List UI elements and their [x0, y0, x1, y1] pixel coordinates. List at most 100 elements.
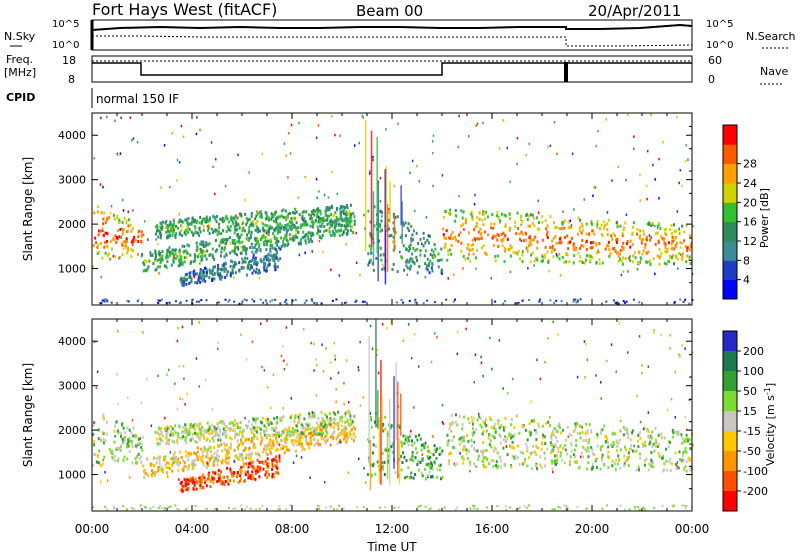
echo-cell — [422, 244, 425, 248]
echo-cell — [193, 220, 195, 224]
echo-cell — [256, 417, 259, 421]
echo-cell — [494, 254, 497, 258]
echo-cell — [273, 212, 276, 216]
echo-cell — [158, 272, 160, 275]
echo-cell — [158, 462, 161, 466]
echo-cell — [449, 208, 452, 212]
colorbar-tick-label: 20 — [743, 196, 757, 209]
echo-cell — [654, 232, 657, 236]
echo-cell — [239, 430, 242, 434]
echo-cell — [455, 413, 457, 417]
echo-cell — [250, 474, 253, 477]
echo-cell — [177, 327, 179, 330]
colorbar-swatch — [723, 351, 737, 372]
echo-cell — [467, 417, 470, 421]
echo-cell — [685, 450, 688, 454]
echo-cell — [582, 455, 584, 459]
echo-cell — [126, 508, 128, 511]
echo-cell — [196, 450, 199, 454]
echo-cell — [557, 506, 560, 508]
echo-cell — [332, 214, 335, 218]
echo-cell — [181, 278, 184, 282]
echo-cell — [529, 213, 532, 217]
echo-cell — [255, 221, 257, 225]
echo-cell — [237, 223, 240, 227]
echo-cell — [612, 443, 615, 446]
echo-cell — [236, 473, 239, 477]
echo-cell — [174, 248, 177, 252]
echo-cell — [136, 455, 138, 459]
echo-cell — [631, 429, 634, 433]
echo-cell — [99, 183, 102, 186]
echo-cell — [552, 470, 554, 474]
echo-cell — [178, 365, 180, 368]
echo-cell — [246, 233, 248, 237]
echo-cell — [209, 457, 212, 461]
echo-cell — [208, 432, 211, 436]
echo-cell — [622, 241, 625, 245]
echo-cell — [274, 226, 277, 230]
echo-cell — [221, 458, 224, 462]
echo-cell — [385, 128, 387, 131]
echo-cell — [168, 225, 171, 229]
echo-cell — [257, 230, 260, 234]
echo-cell — [184, 403, 186, 406]
echo-cell — [267, 218, 270, 222]
echo-cell — [615, 238, 618, 242]
echo-cell — [559, 454, 562, 458]
echo-cell — [599, 446, 602, 449]
echo-cell — [318, 190, 320, 193]
echo-cell — [181, 263, 184, 267]
echo-cell — [201, 425, 203, 429]
echo-cell — [321, 434, 323, 437]
echo-cell — [411, 159, 414, 163]
echo-cell — [482, 463, 485, 467]
echo-cell — [208, 231, 211, 235]
echo-cell — [551, 449, 554, 453]
echo-cell — [254, 270, 257, 274]
echo-cell — [194, 259, 197, 263]
echo-cell — [591, 246, 594, 249]
echo-cell — [274, 471, 277, 475]
echo-cell — [597, 248, 599, 252]
echo-cell — [271, 254, 274, 258]
echo-cell — [419, 237, 422, 241]
echo-cell — [280, 224, 283, 228]
echo-cell — [210, 271, 213, 275]
echo-cell — [622, 300, 625, 302]
echo-cell — [211, 278, 214, 282]
echo-cell — [310, 439, 313, 443]
echo-cell — [157, 299, 160, 302]
echo-cell — [322, 217, 325, 221]
echo-cell — [328, 230, 331, 234]
echo-cell — [497, 422, 500, 426]
echo-cell — [305, 222, 308, 226]
echo-cell — [450, 252, 453, 256]
echo-cell — [110, 204, 113, 208]
echo-cell — [331, 171, 333, 174]
echo-cell — [238, 443, 241, 447]
echo-cell — [490, 425, 493, 429]
echo-streak — [376, 136, 378, 254]
echo-cell — [343, 212, 345, 215]
echo-cell — [241, 300, 244, 303]
echo-cell — [176, 461, 178, 465]
echo-cell — [97, 437, 100, 441]
echo-cell — [320, 224, 323, 228]
echo-cell — [263, 229, 266, 233]
echo-cell — [622, 248, 625, 252]
echo-cell — [555, 253, 558, 256]
echo-cell — [633, 444, 635, 448]
echo-cell — [332, 436, 335, 439]
echo-cell — [350, 428, 353, 432]
echo-cell — [169, 505, 172, 508]
x-tick-label: 08:00 — [275, 522, 310, 536]
echo-cell — [328, 422, 331, 426]
echo-cell — [167, 229, 169, 233]
echo-cell — [202, 456, 205, 459]
echo-cell — [564, 448, 567, 452]
colorbar-tick-label: 100 — [743, 365, 764, 378]
velocity-colorbar-label: Velocity [m s-1] — [763, 383, 777, 466]
echo-cell — [582, 244, 585, 248]
echo-cell — [403, 441, 406, 445]
